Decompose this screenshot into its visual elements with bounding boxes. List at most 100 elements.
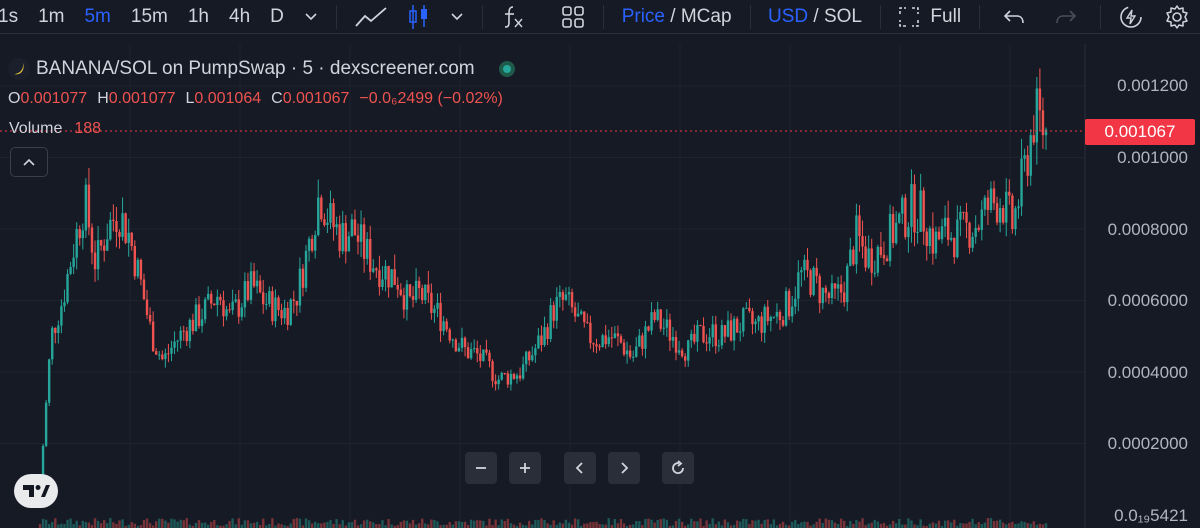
candle-body	[408, 284, 412, 297]
volume-bar	[521, 524, 525, 528]
candle-body	[986, 197, 990, 210]
mcap-option[interactable]: MCap	[680, 5, 732, 27]
candle-body	[57, 325, 60, 334]
candle-body	[818, 276, 821, 304]
candle-body	[919, 190, 922, 232]
chart-navigation	[0, 452, 1200, 486]
candle-body	[925, 231, 928, 246]
lightning-button[interactable]	[1108, 0, 1154, 34]
candle-body	[41, 445, 45, 487]
timeframe-15m[interactable]: 15m	[130, 5, 168, 27]
candles-button[interactable]	[398, 0, 440, 34]
volume-bar	[494, 519, 497, 528]
candle-body	[827, 292, 831, 299]
usd-option[interactable]: USD	[767, 5, 809, 27]
volume-bar	[662, 518, 665, 528]
timeframe-1h[interactable]: 1h	[187, 5, 209, 27]
reset-chart-button[interactable]	[662, 452, 694, 484]
price-option[interactable]: Price	[621, 5, 665, 27]
layout-button[interactable]	[551, 0, 595, 34]
candle-body	[317, 197, 320, 235]
candle-body	[662, 327, 665, 329]
candle-body	[213, 303, 216, 306]
chart-type-dropdown[interactable]	[440, 0, 474, 34]
candle-body	[362, 224, 366, 259]
redo-button[interactable]	[1040, 0, 1092, 34]
candle-body	[720, 325, 724, 346]
volume-bar	[705, 520, 708, 528]
timeframe-5m[interactable]: 5m	[84, 5, 111, 27]
candle-body	[830, 283, 834, 299]
volume-bar	[1005, 524, 1008, 528]
candle-body	[855, 215, 858, 265]
zoom-in-button[interactable]	[509, 452, 541, 484]
candle-body	[454, 339, 458, 352]
candle-body	[821, 287, 824, 304]
volume-bar	[791, 521, 794, 528]
volume-bar	[1011, 521, 1014, 528]
volume-bar	[185, 518, 188, 528]
candle-body	[136, 259, 140, 277]
volume-bar	[751, 520, 754, 528]
volume-bar	[390, 524, 393, 528]
volume-bar	[595, 521, 598, 528]
close-label: C	[271, 90, 283, 107]
volume-bar	[635, 520, 638, 528]
zoom-out-button[interactable]	[465, 452, 497, 484]
volume-bar	[598, 523, 601, 528]
candle-body	[842, 292, 846, 303]
sol-option[interactable]: SOL	[823, 5, 862, 27]
volume-bar	[424, 523, 427, 528]
candle-body	[674, 336, 678, 353]
fullscreen-button[interactable]: Full	[888, 0, 971, 34]
candle-body	[870, 248, 873, 273]
candle-body	[613, 333, 617, 338]
chevron-down-icon	[305, 12, 317, 20]
timeframe-1s[interactable]: 1s	[0, 5, 19, 27]
volume-bar	[800, 522, 803, 528]
volume-bar	[543, 519, 546, 528]
volume-bar	[216, 525, 219, 528]
candle-body	[99, 240, 103, 246]
collapse-legend-button[interactable]	[10, 147, 48, 177]
currency-toggle[interactable]: USD / SOL	[758, 0, 872, 34]
candle-body	[735, 318, 739, 333]
volume-bar	[931, 522, 935, 528]
timeframe-dropdown[interactable]	[294, 0, 328, 34]
candle-body	[173, 341, 176, 348]
volume-bar	[338, 524, 341, 528]
indicators-button[interactable]	[491, 0, 535, 34]
volume-bar	[867, 523, 870, 528]
timeframe-4h[interactable]: 4h	[229, 5, 251, 27]
candle-body	[210, 293, 213, 304]
tradingview-logo[interactable]	[14, 474, 58, 508]
scroll-right-button[interactable]	[608, 452, 640, 484]
candle-body	[442, 321, 445, 332]
volume-bar	[1023, 522, 1026, 528]
timeframe-1m[interactable]: 1m	[38, 5, 65, 27]
timeframe-d[interactable]: D	[270, 5, 284, 27]
candle-body	[320, 197, 323, 220]
volume-bar	[656, 519, 659, 528]
price-mcap-toggle[interactable]: Price / MCap	[612, 0, 742, 34]
candle-body	[879, 246, 883, 255]
volume-bar	[524, 525, 528, 528]
candle-body	[445, 321, 448, 330]
settings-button[interactable]	[1154, 0, 1200, 34]
volume-bar	[870, 522, 873, 528]
volume-bar	[320, 523, 323, 528]
volume-bar	[613, 518, 617, 528]
volume-bar	[130, 522, 133, 528]
volume-bar	[323, 522, 326, 528]
candle-body	[457, 347, 461, 352]
volume-bar	[234, 524, 237, 528]
volume-bar	[47, 524, 51, 528]
line-chart-button[interactable]	[344, 0, 398, 34]
scroll-left-button[interactable]	[564, 452, 596, 484]
candle-body	[775, 312, 779, 317]
volume-bar	[1041, 524, 1045, 528]
undo-button[interactable]	[988, 0, 1040, 34]
volume-bar	[888, 524, 892, 528]
volume-bar	[998, 519, 1002, 528]
